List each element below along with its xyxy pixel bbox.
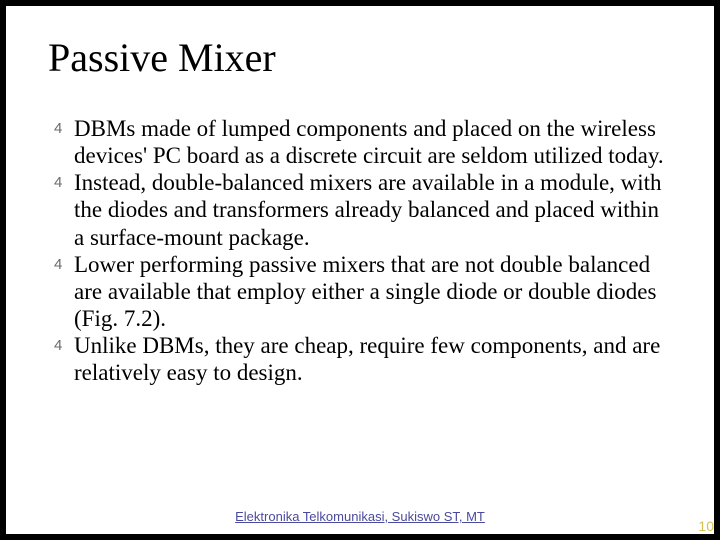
bullet-icon: 4 xyxy=(54,115,74,138)
bullet-item: 4 Lower performing passive mixers that a… xyxy=(54,251,672,332)
slide-title: Passive Mixer xyxy=(48,34,672,81)
bullet-text: DBMs made of lumped components and place… xyxy=(74,115,672,169)
bullet-text: Unlike DBMs, they are cheap, require few… xyxy=(74,332,672,386)
slide-container: Passive Mixer 4 DBMs made of lumped comp… xyxy=(6,6,714,534)
bullet-item: 4 Unlike DBMs, they are cheap, require f… xyxy=(54,332,672,386)
footer-text: Elektronika Telkomunikasi, Sukiswo ST, M… xyxy=(235,509,485,524)
bullet-list: 4 DBMs made of lumped components and pla… xyxy=(54,115,672,386)
bullet-icon: 4 xyxy=(54,169,74,192)
bullet-item: 4 DBMs made of lumped components and pla… xyxy=(54,115,672,169)
bullet-item: 4 Instead, double-balanced mixers are av… xyxy=(54,169,672,250)
bullet-icon: 4 xyxy=(54,251,74,274)
bullet-text: Lower performing passive mixers that are… xyxy=(74,251,672,332)
footer: Elektronika Telkomunikasi, Sukiswo ST, M… xyxy=(6,508,714,526)
bullet-icon: 4 xyxy=(54,332,74,355)
bullet-text: Instead, double-balanced mixers are avai… xyxy=(74,169,672,250)
page-number: 10 xyxy=(698,518,714,534)
